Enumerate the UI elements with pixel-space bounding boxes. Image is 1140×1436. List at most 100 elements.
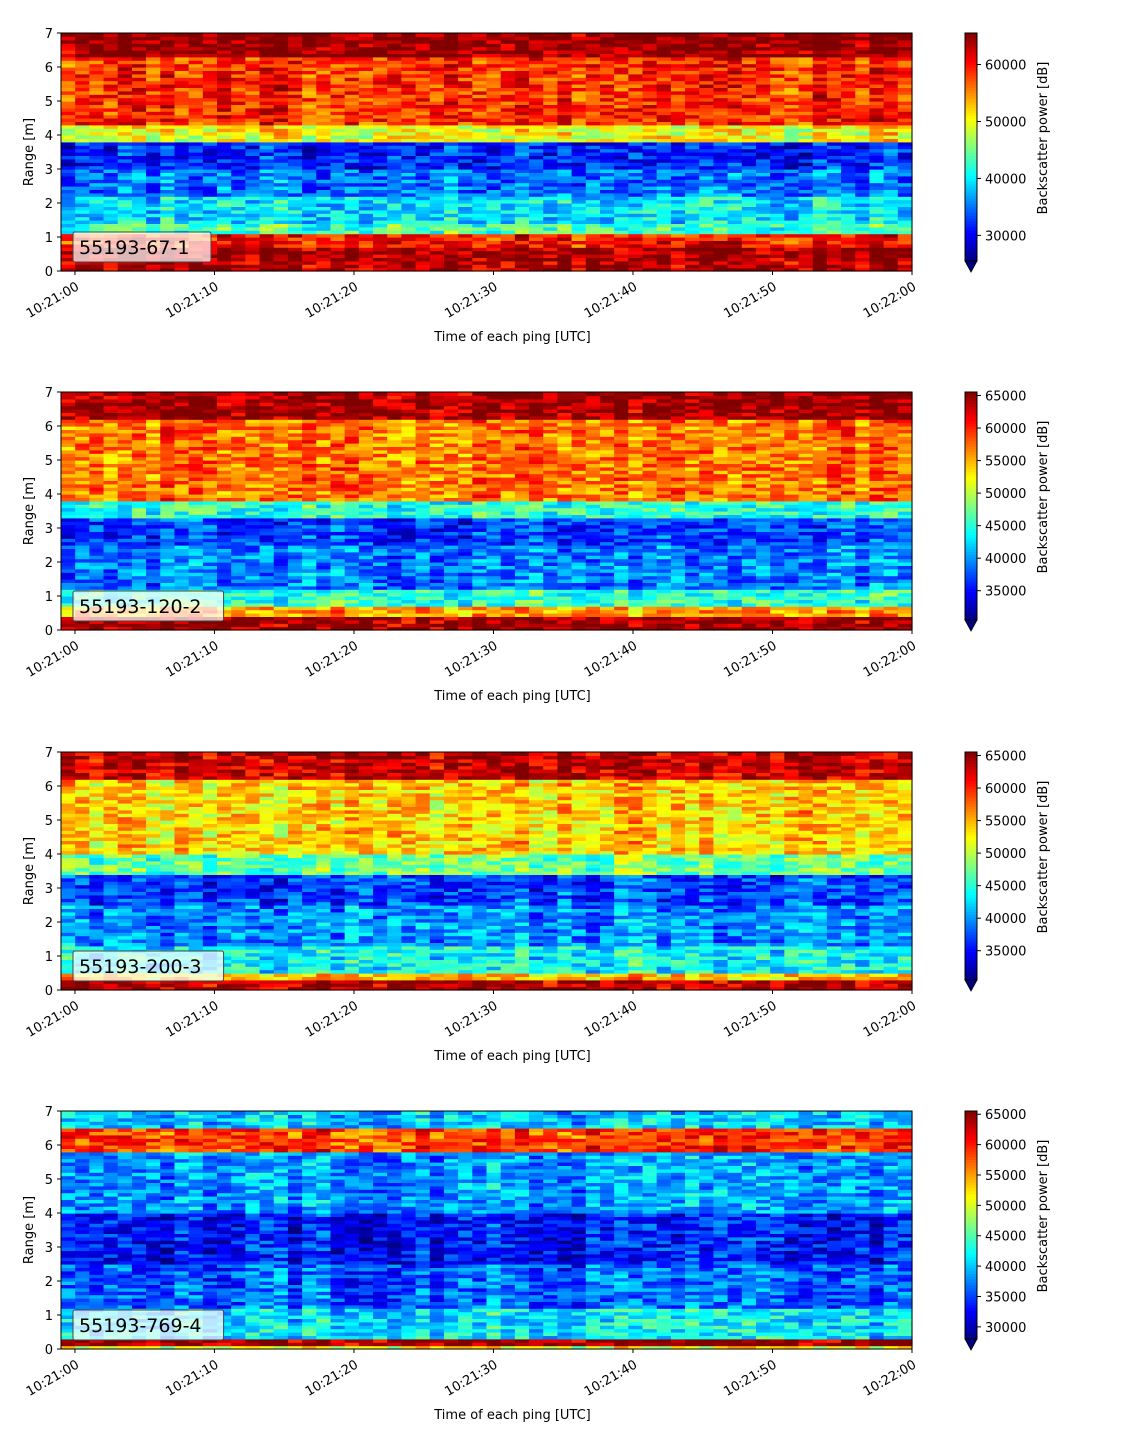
heatmap-cell xyxy=(146,223,161,228)
heatmap-cell xyxy=(401,179,417,184)
heatmap-cell xyxy=(89,63,105,68)
heatmap-cell xyxy=(472,230,488,235)
heatmap-cell xyxy=(316,165,332,170)
heatmap-cell xyxy=(458,97,473,102)
heatmap-cell xyxy=(500,199,516,204)
heatmap-cell xyxy=(415,94,431,99)
colorbar-segment xyxy=(965,232,977,236)
heatmap-cell xyxy=(316,260,332,265)
heatmap-cell xyxy=(514,124,530,129)
heatmap-cell xyxy=(458,53,473,58)
heatmap-cell xyxy=(826,33,842,37)
heatmap-cell xyxy=(628,148,644,153)
heatmap-cell xyxy=(458,165,473,170)
heatmap-cell xyxy=(486,260,502,265)
heatmap-cell xyxy=(812,182,828,187)
heatmap-cell xyxy=(443,230,459,235)
heatmap-cell xyxy=(373,155,388,160)
heatmap-cell xyxy=(117,162,133,167)
heatmap-cell xyxy=(202,43,218,48)
heatmap-cell xyxy=(486,230,502,235)
heatmap-cell xyxy=(599,158,615,163)
heatmap-cell xyxy=(316,209,332,214)
heatmap-cell xyxy=(287,73,303,78)
colorbar-segment xyxy=(965,243,977,248)
heatmap-cell xyxy=(486,128,502,133)
heatmap-cell xyxy=(415,53,431,58)
colorbar-segment xyxy=(965,98,977,102)
heatmap-cell xyxy=(103,60,119,65)
heatmap-cell xyxy=(117,392,133,396)
heatmap-cell xyxy=(557,73,573,78)
heatmap-cell xyxy=(61,63,76,68)
colorbar-segment xyxy=(965,255,977,259)
heatmap-cell xyxy=(486,233,502,238)
heatmap-cell xyxy=(443,182,459,187)
heatmap-cell xyxy=(302,233,317,238)
heatmap-cell xyxy=(599,226,615,231)
heatmap-cell xyxy=(231,213,246,218)
heatmap-cell xyxy=(642,172,658,177)
heatmap-cell xyxy=(472,148,488,153)
heatmap-cell xyxy=(585,186,601,190)
heatmap-cell xyxy=(571,216,587,221)
heatmap-cell xyxy=(202,158,218,163)
heatmap-cell xyxy=(642,114,658,119)
heatmap-cell xyxy=(103,67,119,71)
heatmap-cell xyxy=(245,131,261,136)
heatmap-cell xyxy=(713,264,729,269)
heatmap-cell xyxy=(89,504,105,509)
heatmap-cell xyxy=(514,233,530,238)
heatmap-cell xyxy=(330,60,346,65)
heatmap-cell xyxy=(741,226,757,231)
heatmap-cell xyxy=(287,50,303,54)
heatmap-cell xyxy=(897,250,913,255)
heatmap-cell xyxy=(628,186,644,190)
heatmap-cell xyxy=(103,504,119,509)
heatmap-cell xyxy=(174,172,190,177)
heatmap-cell xyxy=(585,226,601,231)
heatmap-cell xyxy=(415,257,431,262)
heatmap-cell xyxy=(259,107,275,112)
heatmap-cell xyxy=(61,128,76,133)
heatmap-cell xyxy=(117,118,133,122)
colorbar-segment xyxy=(965,115,977,119)
heatmap-cell xyxy=(287,63,303,68)
heatmap-cell xyxy=(273,94,289,99)
colorbar-segment xyxy=(965,252,977,256)
heatmap-cell xyxy=(373,226,388,231)
heatmap-cell xyxy=(259,56,275,61)
heatmap-cell xyxy=(741,148,757,153)
heatmap-cell xyxy=(486,97,502,102)
heatmap-cell xyxy=(401,158,417,163)
heatmap-cell xyxy=(585,118,601,122)
heatmap-cell xyxy=(642,43,658,48)
heatmap-cell xyxy=(387,97,402,102)
heatmap-cell xyxy=(373,94,388,99)
heatmap-cell xyxy=(543,118,559,122)
heatmap-cell xyxy=(358,240,374,245)
colorbar-segment xyxy=(965,67,977,71)
heatmap-cell xyxy=(344,70,360,75)
heatmap-cell xyxy=(103,419,119,424)
heatmap-cell xyxy=(75,56,90,61)
heatmap-cell xyxy=(529,107,544,112)
heatmap-cell xyxy=(117,152,133,156)
heatmap-cell xyxy=(401,39,417,44)
heatmap-cell xyxy=(231,247,246,252)
heatmap-cell xyxy=(75,216,90,221)
heatmap-cell xyxy=(316,46,332,51)
heatmap-cell xyxy=(188,216,204,221)
heatmap-cell xyxy=(401,73,417,78)
heatmap-cell xyxy=(656,247,672,252)
heatmap-cell xyxy=(755,199,771,204)
heatmap-cell xyxy=(302,94,317,99)
heatmap-cell xyxy=(670,175,686,180)
heatmap-cell xyxy=(231,165,246,170)
colorbar-segment xyxy=(965,149,977,154)
heatmap-cell xyxy=(358,56,374,61)
heatmap-cell xyxy=(458,155,473,160)
heatmap-cell xyxy=(61,206,76,211)
heatmap-cell xyxy=(755,158,771,163)
heatmap-cell xyxy=(117,182,133,187)
